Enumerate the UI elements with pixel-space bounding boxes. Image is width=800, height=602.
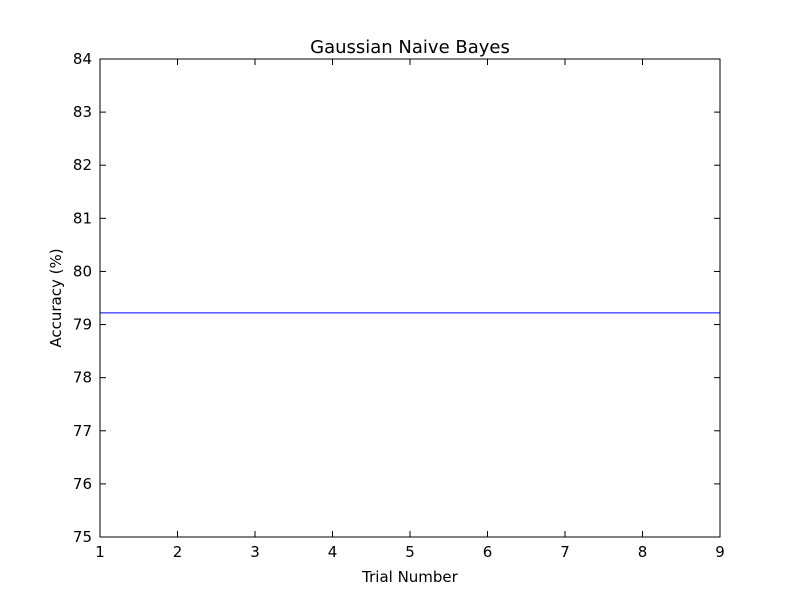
x-tick-label: 1 bbox=[95, 543, 105, 561]
chart-title: Gaussian Naive Bayes bbox=[310, 37, 510, 58]
x-tick-label: 3 bbox=[250, 543, 260, 561]
plot-frame bbox=[99, 58, 721, 538]
y-axis-label: Accuracy (%) bbox=[47, 248, 65, 347]
x-tick-label: 4 bbox=[328, 543, 338, 561]
y-tick-label: 80 bbox=[73, 262, 92, 280]
x-tick-label: 6 bbox=[483, 543, 493, 561]
x-tick-label: 2 bbox=[173, 543, 183, 561]
x-tick-label: 8 bbox=[638, 543, 648, 561]
y-tick-label: 83 bbox=[73, 103, 92, 121]
x-axis-label: Trial Number bbox=[361, 568, 459, 586]
y-tick-label: 79 bbox=[73, 316, 92, 334]
y-tick-label: 76 bbox=[73, 475, 92, 493]
y-tick-label: 82 bbox=[73, 156, 92, 174]
y-tick-label: 78 bbox=[73, 369, 92, 387]
y-tick-label: 75 bbox=[73, 528, 92, 546]
y-tick-label: 77 bbox=[73, 422, 92, 440]
y-tick-label: 84 bbox=[73, 50, 92, 68]
x-tick-label: 5 bbox=[405, 543, 415, 561]
y-tick-label: 81 bbox=[73, 209, 92, 227]
x-tick-label: 9 bbox=[715, 543, 725, 561]
x-tick-label: 7 bbox=[560, 543, 570, 561]
